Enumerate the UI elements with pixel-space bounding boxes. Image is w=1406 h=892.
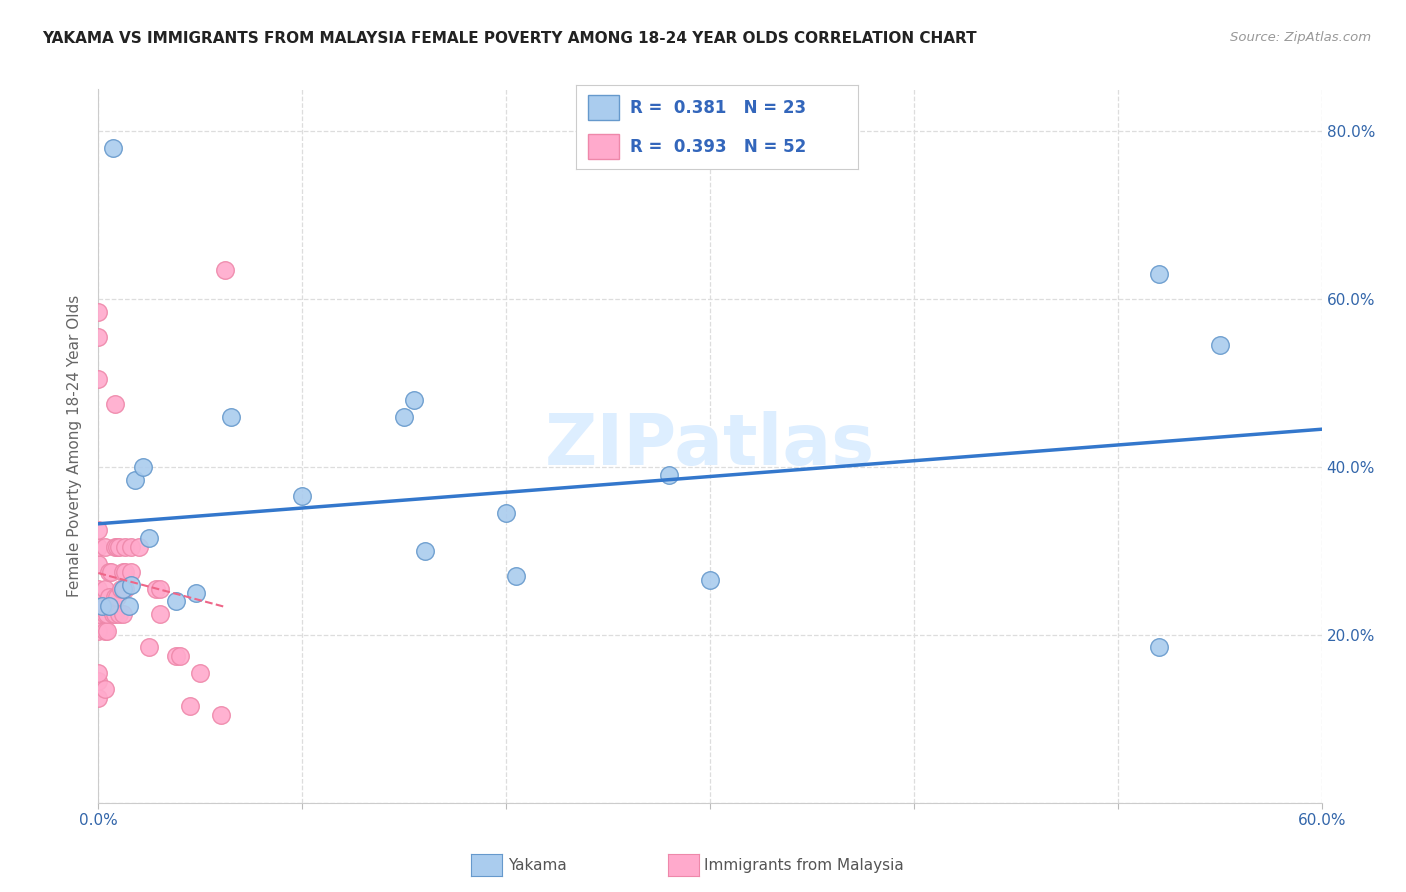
- Point: [495, 506, 517, 520]
- Point: [93, 607, 115, 621]
- Point: [104, 590, 127, 604]
- Text: R =  0.393   N = 52: R = 0.393 N = 52: [630, 137, 806, 155]
- Text: Immigrants from Malaysia: Immigrants from Malaysia: [704, 858, 904, 872]
- Point: [108, 607, 131, 621]
- Point: [1209, 338, 1232, 352]
- Point: [87, 624, 110, 638]
- Point: [291, 489, 314, 503]
- Point: [96, 607, 118, 621]
- Point: [101, 141, 124, 155]
- Point: [149, 607, 172, 621]
- Text: YAKAMA VS IMMIGRANTS FROM MALAYSIA FEMALE POVERTY AMONG 18-24 YEAR OLDS CORRELAT: YAKAMA VS IMMIGRANTS FROM MALAYSIA FEMAL…: [42, 31, 977, 46]
- Point: [114, 540, 136, 554]
- Point: [179, 699, 201, 714]
- Point: [93, 624, 115, 638]
- Point: [392, 409, 416, 424]
- Point: [87, 674, 110, 689]
- Point: [120, 540, 142, 554]
- Point: [165, 648, 187, 663]
- Point: [169, 648, 191, 663]
- Point: [93, 682, 115, 697]
- Point: [111, 607, 134, 621]
- Point: [124, 473, 146, 487]
- Y-axis label: Female Poverty Among 18-24 Year Olds: Female Poverty Among 18-24 Year Olds: [67, 295, 83, 597]
- Point: [87, 607, 110, 621]
- Point: [97, 590, 120, 604]
- Point: [120, 565, 142, 579]
- Point: [87, 690, 110, 705]
- Point: [93, 540, 115, 554]
- FancyBboxPatch shape: [588, 134, 619, 160]
- Point: [87, 304, 110, 318]
- Point: [1147, 267, 1170, 281]
- Point: [93, 599, 115, 613]
- Point: [93, 582, 115, 596]
- Text: Yakama: Yakama: [508, 858, 567, 872]
- Point: [101, 607, 124, 621]
- Point: [87, 523, 110, 537]
- Point: [118, 599, 141, 613]
- Point: [87, 330, 110, 344]
- Point: [149, 582, 172, 596]
- Point: [128, 540, 150, 554]
- Point: [87, 582, 110, 596]
- Point: [699, 574, 721, 588]
- Point: [188, 665, 212, 680]
- Point: [96, 624, 118, 638]
- Text: Source: ZipAtlas.com: Source: ZipAtlas.com: [1230, 31, 1371, 45]
- Point: [87, 540, 110, 554]
- Point: [108, 540, 131, 554]
- Point: [145, 582, 167, 596]
- Point: [111, 582, 134, 596]
- Point: [132, 460, 155, 475]
- Text: ZIPatlas: ZIPatlas: [546, 411, 875, 481]
- Point: [97, 565, 120, 579]
- Point: [104, 540, 127, 554]
- Point: [104, 607, 127, 621]
- Point: [114, 582, 136, 596]
- Point: [104, 397, 127, 411]
- Point: [138, 640, 160, 655]
- Point: [658, 468, 681, 483]
- Point: [105, 540, 128, 554]
- Point: [219, 409, 242, 424]
- Point: [87, 372, 110, 386]
- Point: [91, 599, 114, 613]
- Point: [105, 590, 128, 604]
- Point: [413, 544, 436, 558]
- Point: [87, 557, 110, 571]
- Point: [97, 599, 120, 613]
- Point: [138, 532, 160, 546]
- Point: [186, 586, 208, 600]
- Point: [404, 392, 426, 407]
- Point: [120, 577, 142, 591]
- Point: [214, 262, 236, 277]
- Point: [165, 594, 187, 608]
- Text: R =  0.381   N = 23: R = 0.381 N = 23: [630, 99, 806, 117]
- Point: [505, 569, 527, 583]
- Point: [110, 582, 132, 596]
- Point: [100, 565, 122, 579]
- Point: [1147, 640, 1170, 655]
- Point: [111, 565, 134, 579]
- FancyBboxPatch shape: [588, 95, 619, 120]
- Point: [209, 707, 232, 722]
- Point: [87, 665, 110, 680]
- Point: [114, 565, 136, 579]
- Point: [100, 599, 122, 613]
